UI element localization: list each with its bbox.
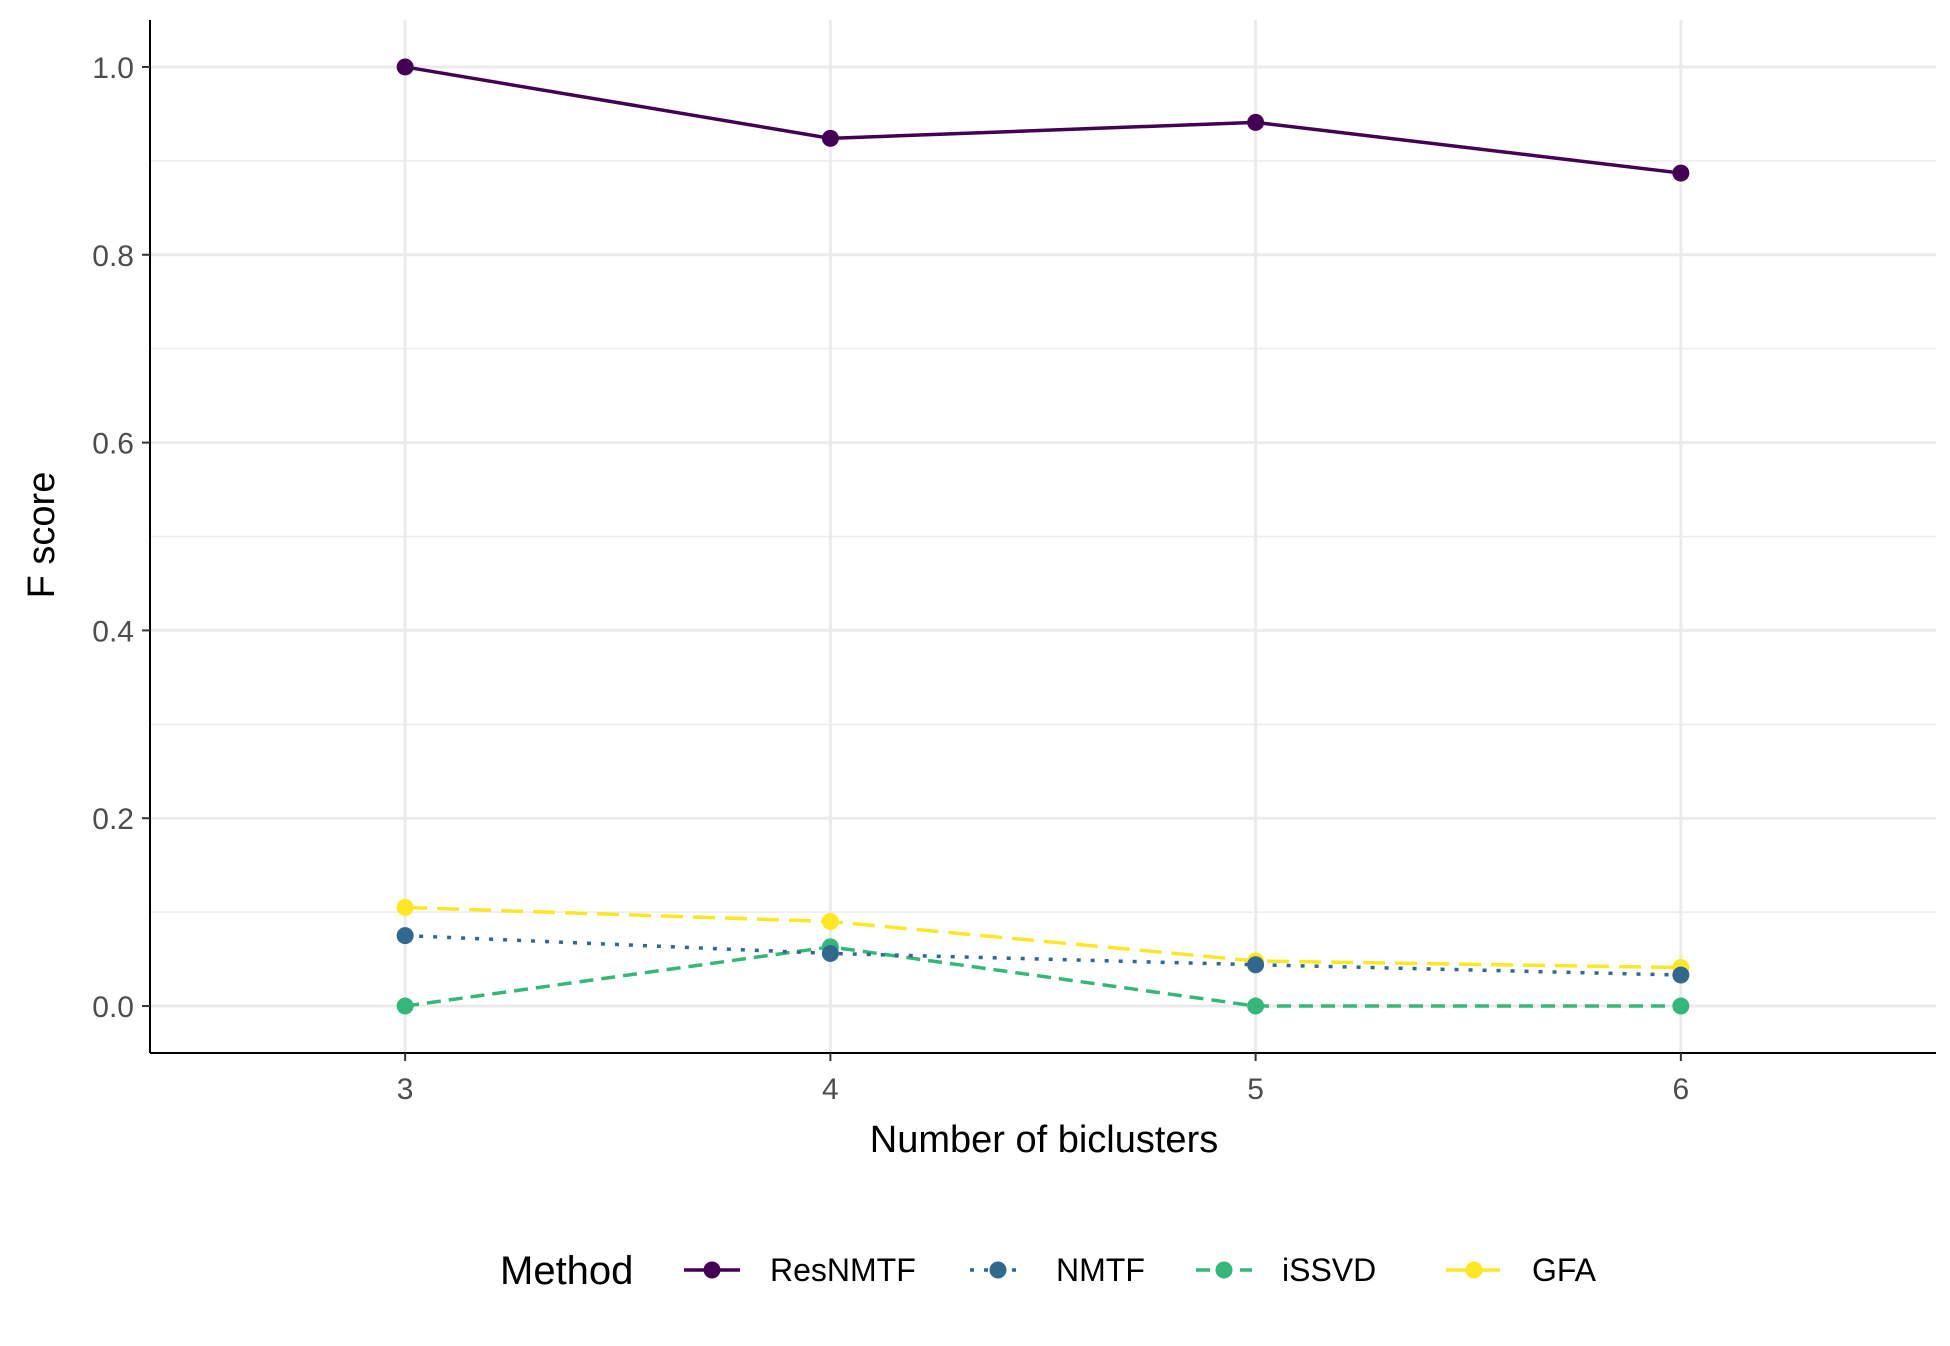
data-point [396,898,414,916]
data-point [1672,966,1690,984]
legend-key-point [989,1261,1007,1279]
data-point [821,913,839,931]
data-point [1672,997,1690,1015]
series-line [405,905,1681,970]
series-gfa [396,898,1690,977]
legend-item-resnmtf: ResNMTF [684,1252,916,1288]
y-tick-label: 0.8 [92,240,134,273]
series-lines [396,58,1690,1015]
legend-label: ResNMTF [770,1252,916,1288]
series-line [404,65,1682,175]
legend-items: ResNMTF NMTF iSSVD GFA [684,1252,1597,1288]
x-tick-label: 3 [397,1073,414,1106]
legend-title: Method [500,1249,633,1293]
x-tick-label: 6 [1673,1073,1690,1106]
legend-item-gfa: GFA [1446,1252,1597,1288]
y-axis-title: F score [21,472,63,599]
data-point [396,997,414,1015]
data-point [821,944,839,962]
grid-lines [150,20,1936,1053]
legend-item-nmtf: NMTF [970,1252,1145,1288]
data-point [396,927,414,945]
tick-labels: 0.0 0.2 0.4 0.6 0.8 1.0 3 4 5 6 [92,52,1689,1106]
y-tick-label: 0.4 [92,615,134,648]
x-tick-label: 4 [822,1073,839,1106]
x-axis-title: Number of biclusters [870,1119,1218,1161]
legend-label: iSSVD [1282,1252,1376,1288]
x-tick-label: 5 [1247,1073,1264,1106]
data-point [1672,164,1690,182]
series-resnmtf [396,58,1690,182]
data-point [396,58,414,76]
series-line [405,933,1681,977]
legend-key-point [1215,1261,1233,1279]
series-issvd [396,938,1690,1015]
data-point [1247,956,1265,974]
legend: Method ResNMTF NMTF iSSVD GFA [500,1249,1597,1293]
data-point [1247,997,1265,1015]
series-line [404,945,1681,1008]
legend-key-point [703,1261,721,1279]
y-tick-label: 1.0 [92,52,134,85]
legend-label: NMTF [1056,1252,1145,1288]
y-tick-label: 0.2 [92,803,134,836]
legend-item-issvd: iSSVD [1196,1252,1376,1288]
legend-label: GFA [1532,1252,1597,1288]
y-tick-label: 0.0 [92,991,134,1024]
data-point [1247,113,1265,131]
data-point [821,129,839,147]
legend-key-point [1465,1261,1483,1279]
y-tick-label: 0.6 [92,428,134,461]
axes [142,20,1936,1061]
series-nmtf [396,927,1690,984]
